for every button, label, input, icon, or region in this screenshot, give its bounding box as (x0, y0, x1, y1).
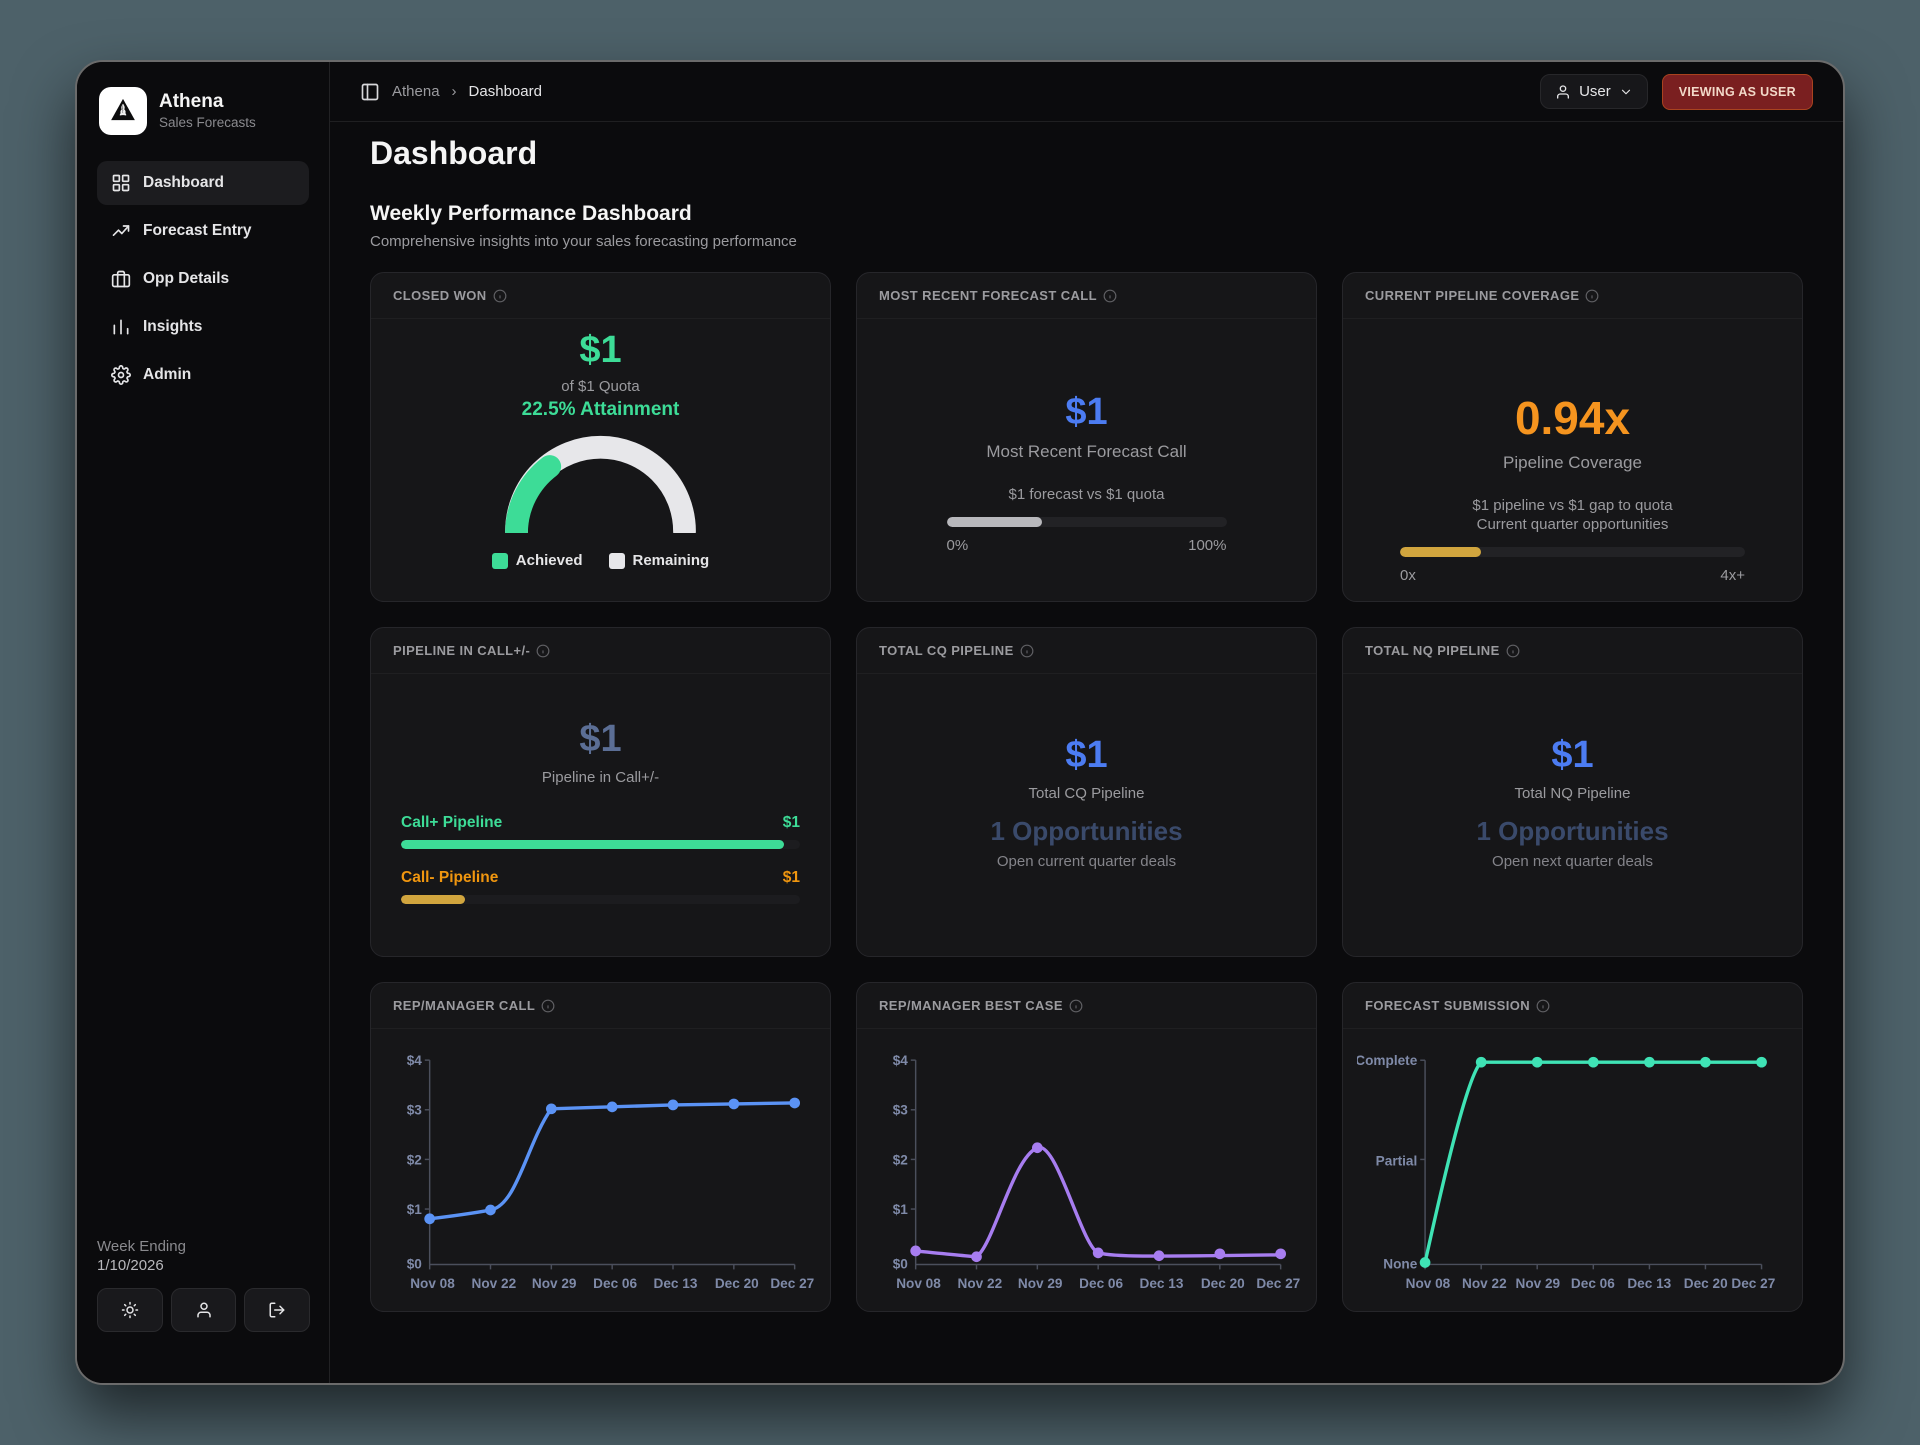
svg-text:Dec 27: Dec 27 (1731, 1276, 1775, 1291)
svg-text:Complete: Complete (1357, 1053, 1418, 1068)
svg-text:Nov 29: Nov 29 (532, 1276, 577, 1291)
svg-text:Dec 13: Dec 13 (654, 1276, 698, 1291)
svg-text:None: None (1383, 1256, 1417, 1271)
svg-text:$4: $4 (407, 1053, 423, 1068)
svg-text:$2: $2 (407, 1152, 423, 1167)
svg-text:Dec 20: Dec 20 (1684, 1276, 1728, 1291)
svg-text:Dec 20: Dec 20 (1201, 1276, 1245, 1291)
svg-text:$3: $3 (407, 1103, 423, 1118)
svg-text:Dec 06: Dec 06 (1571, 1276, 1615, 1291)
svg-text:Dec 06: Dec 06 (1079, 1276, 1123, 1291)
svg-text:Dec 27: Dec 27 (770, 1276, 814, 1291)
svg-text:$0: $0 (893, 1256, 909, 1271)
svg-text:Nov 29: Nov 29 (1516, 1276, 1561, 1291)
svg-text:Dec 20: Dec 20 (715, 1276, 759, 1291)
svg-text:Dec 13: Dec 13 (1627, 1276, 1671, 1291)
svg-text:$2: $2 (893, 1152, 909, 1167)
svg-text:Nov 08: Nov 08 (896, 1276, 941, 1291)
svg-text:Nov 22: Nov 22 (1462, 1276, 1507, 1291)
svg-text:Nov 22: Nov 22 (958, 1276, 1003, 1291)
svg-text:Nov 08: Nov 08 (410, 1276, 455, 1291)
svg-text:Nov 22: Nov 22 (472, 1276, 517, 1291)
svg-text:Dec 06: Dec 06 (593, 1276, 637, 1291)
svg-text:$4: $4 (893, 1053, 909, 1068)
svg-text:$1: $1 (407, 1202, 423, 1217)
svg-text:Dec 13: Dec 13 (1140, 1276, 1184, 1291)
svg-text:Partial: Partial (1376, 1153, 1418, 1168)
svg-text:Dec 27: Dec 27 (1256, 1276, 1300, 1291)
svg-text:$3: $3 (893, 1103, 909, 1118)
svg-text:Nov 08: Nov 08 (1406, 1276, 1451, 1291)
svg-text:Nov 29: Nov 29 (1018, 1276, 1063, 1291)
svg-text:$1: $1 (893, 1202, 909, 1217)
svg-text:$0: $0 (407, 1256, 423, 1271)
